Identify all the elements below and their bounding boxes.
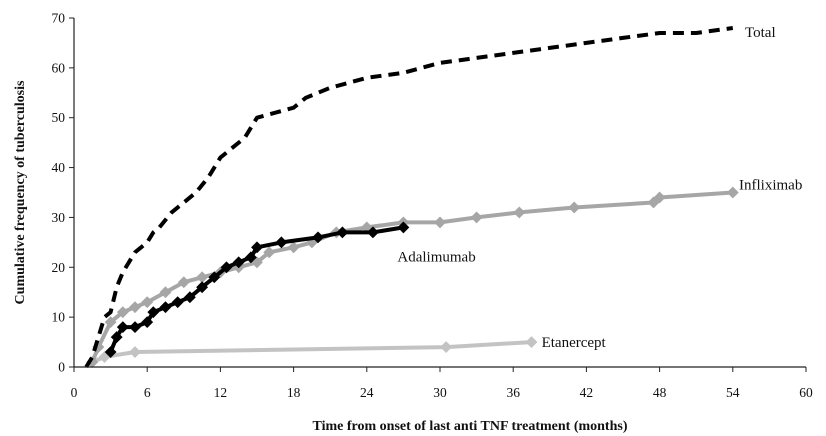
data-point-infliximab	[470, 211, 483, 224]
y-tick-label: 20	[52, 260, 66, 275]
y-tick-label: 50	[52, 110, 66, 125]
series-total	[84, 26, 734, 369]
data-point-adalimumab	[171, 296, 184, 309]
data-point-etanercept	[525, 336, 538, 348]
data-point-adalimumab	[275, 236, 288, 249]
data-point-infliximab	[263, 246, 276, 259]
x-tick-label: 54	[726, 385, 740, 400]
data-point-adalimumab	[397, 221, 410, 234]
x-tick-label: 6	[144, 385, 151, 400]
series-line-infliximab	[90, 190, 733, 363]
x-axis-title: Time from onset of last anti TNF treatme…	[313, 419, 628, 434]
data-point-adalimumab	[116, 321, 129, 334]
x-tick-label: 60	[799, 385, 813, 400]
x-tick-label: 24	[360, 385, 374, 400]
series-infliximab	[86, 186, 739, 368]
series-line-total	[84, 26, 734, 369]
x-tick-label: 18	[287, 385, 301, 400]
data-point-adalimumab	[141, 316, 154, 329]
y-tick-label: 30	[52, 210, 66, 225]
data-point-infliximab	[177, 276, 190, 289]
data-point-infliximab	[513, 206, 526, 219]
data-point-adalimumab	[104, 346, 117, 358]
data-point-etanercept	[440, 341, 453, 353]
x-tick-label: 0	[71, 385, 78, 400]
data-point-adalimumab	[159, 301, 172, 314]
series-layer	[84, 26, 739, 369]
axes-layer: 0 10 20 30 40 50 60 70 0 6 12 18 24 30 36 42 48 54 60	[52, 11, 814, 401]
series-label-infliximab: Infliximab	[739, 178, 802, 194]
series-label-etanercept: Etanercept	[542, 335, 607, 351]
data-point-adalimumab	[312, 231, 324, 244]
x-tick-label: 12	[214, 385, 228, 400]
series-etanercept	[86, 336, 538, 368]
series-label-adalimumab: Adalimumab	[397, 249, 475, 265]
data-point-adalimumab	[366, 226, 379, 239]
y-tick-label: 70	[52, 11, 66, 26]
series-label-total: Total	[745, 25, 776, 41]
data-point-infliximab	[159, 286, 172, 299]
y-tick-label: 60	[52, 60, 66, 75]
data-point-adalimumab	[244, 251, 257, 264]
y-tick-label: 0	[58, 360, 65, 375]
data-point-infliximab	[568, 201, 581, 214]
data-point-infliximab	[726, 186, 739, 199]
data-point-infliximab	[129, 301, 141, 314]
data-point-adalimumab	[251, 241, 263, 254]
x-tick-label: 36	[506, 385, 520, 400]
series-adalimumab	[104, 221, 410, 358]
x-tick-label: 30	[433, 385, 447, 400]
data-point-infliximab	[434, 216, 446, 229]
x-tick-label: 42	[580, 385, 594, 400]
data-point-infliximab	[653, 191, 666, 204]
data-point-adalimumab	[220, 261, 233, 274]
y-axis-title: Cumulative frequency of tuberculosis	[13, 80, 28, 304]
x-tick-label: 48	[653, 385, 667, 400]
data-point-adalimumab	[183, 291, 196, 304]
series-line-etanercept	[91, 340, 532, 364]
data-point-infliximab	[104, 316, 117, 329]
y-tick-label: 10	[52, 310, 66, 325]
data-point-infliximab	[287, 241, 300, 254]
data-point-adalimumab	[208, 271, 221, 284]
data-point-adalimumab	[110, 331, 123, 344]
data-point-adalimumab	[336, 226, 349, 239]
data-point-infliximab	[141, 296, 154, 309]
series-label-layer: Total Infliximab Adalimumab Etanercept	[397, 25, 802, 351]
data-point-adalimumab	[147, 306, 160, 319]
y-tick-label: 40	[52, 160, 66, 175]
data-point-adalimumab	[129, 321, 141, 334]
data-point-adalimumab	[196, 281, 209, 294]
data-point-adalimumab	[232, 256, 245, 269]
data-point-infliximab	[116, 306, 129, 319]
data-point-etanercept	[129, 346, 141, 358]
data-point-infliximab	[196, 271, 209, 284]
